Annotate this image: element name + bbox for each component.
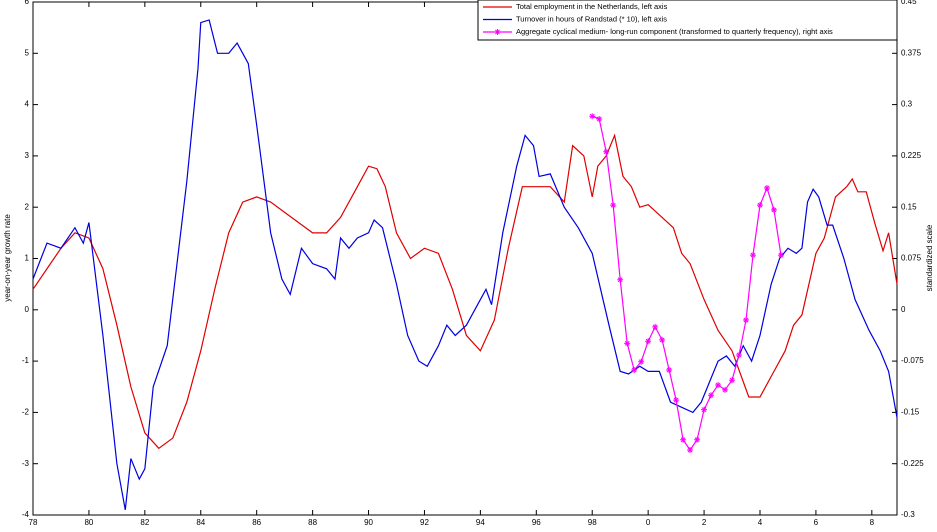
y2-tick-label: 0.225	[901, 151, 922, 160]
series-marker	[736, 351, 743, 358]
y-tick-label: -2	[22, 408, 30, 417]
x-tick-label: 96	[532, 518, 541, 527]
legend-marker	[494, 29, 501, 35]
series-marker	[763, 185, 770, 192]
y-tick-label: -1	[22, 356, 30, 365]
y-tick-label: 0	[25, 305, 30, 314]
y2-tick-label: 0.45	[901, 0, 917, 6]
series-marker	[603, 148, 610, 155]
series-marker	[610, 202, 617, 209]
y2-tick-label: 0.3	[901, 100, 913, 109]
y-axis-label: year-on-year growth rate	[3, 214, 12, 302]
y2-tick-label: 0.15	[901, 202, 917, 211]
series-marker	[617, 276, 624, 283]
series-marker	[659, 336, 666, 343]
y2-tick-label: -0.225	[901, 459, 924, 468]
y-tick-label: -3	[22, 459, 30, 468]
series-marker	[722, 386, 729, 393]
x-tick-label: 82	[140, 518, 149, 527]
series-marker	[666, 366, 673, 373]
series-marker	[750, 252, 756, 259]
series-marker	[770, 206, 777, 213]
series-marker	[729, 377, 736, 384]
series-marker	[756, 202, 763, 209]
x-tick-label: 94	[476, 518, 485, 527]
series-marker	[687, 447, 694, 454]
y-tick-label: 1	[25, 254, 30, 263]
series-marker	[673, 397, 680, 404]
x-tick-label: 84	[196, 518, 205, 527]
x-tick-label: 86	[252, 518, 261, 527]
x-tick-label: 92	[420, 518, 429, 527]
series-marker	[624, 340, 631, 347]
series-marker	[645, 338, 652, 345]
series-marker	[652, 323, 659, 330]
legend-label: Aggregate cyclical medium- long-run comp…	[516, 27, 833, 36]
legend-label: Total employment in the Netherlands, lef…	[516, 2, 668, 11]
y-tick-label: 5	[25, 48, 30, 57]
y2-tick-label: -0.075	[901, 356, 924, 365]
series-marker	[777, 252, 784, 259]
legend-label: Turnover in hours of Randstad (* 10), le…	[516, 14, 667, 23]
y2-tick-label: -0.3	[901, 510, 915, 519]
series-marker	[596, 115, 603, 122]
x-tick-label: 6	[814, 518, 819, 527]
x-tick-label: 4	[758, 518, 763, 527]
series-marker	[631, 366, 638, 373]
y-tick-label: 3	[25, 151, 30, 160]
legend: Total employment in the Netherlands, lef…	[477, 0, 898, 41]
y2-axis-label: standardized scale	[925, 224, 934, 291]
series-marker	[638, 358, 645, 365]
x-tick-label: 0	[646, 518, 651, 527]
y-tick-label: 6	[25, 0, 30, 6]
series-marker	[694, 436, 701, 443]
y2-tick-label: -0.15	[901, 408, 920, 417]
y2-tick-label: 0	[901, 305, 906, 314]
series-marker	[743, 317, 750, 324]
x-tick-label: 80	[84, 518, 93, 527]
series-marker	[708, 392, 715, 399]
legend-box	[477, 0, 898, 41]
series-line	[32, 133, 898, 450]
x-tick-label: 2	[702, 518, 707, 527]
plot-frame	[32, 1, 898, 516]
x-tick-label: 78	[29, 518, 38, 527]
y-tick-label: 2	[25, 202, 30, 211]
x-tick-label: 90	[364, 518, 373, 527]
x-tick-label: 8	[870, 518, 875, 527]
series-line	[32, 19, 898, 510]
y-tick-label: 4	[25, 100, 30, 109]
series-marker	[680, 436, 687, 443]
x-tick-label: 88	[308, 518, 317, 527]
y-tick-label: -4	[22, 510, 30, 519]
series-marker	[701, 406, 708, 413]
series-marker	[589, 113, 596, 120]
y2-tick-label: 0.075	[901, 254, 922, 263]
series-marker	[715, 382, 722, 389]
series-line	[592, 115, 782, 452]
y2-tick-label: 0.375	[901, 48, 922, 57]
x-tick-label: 98	[588, 518, 597, 527]
